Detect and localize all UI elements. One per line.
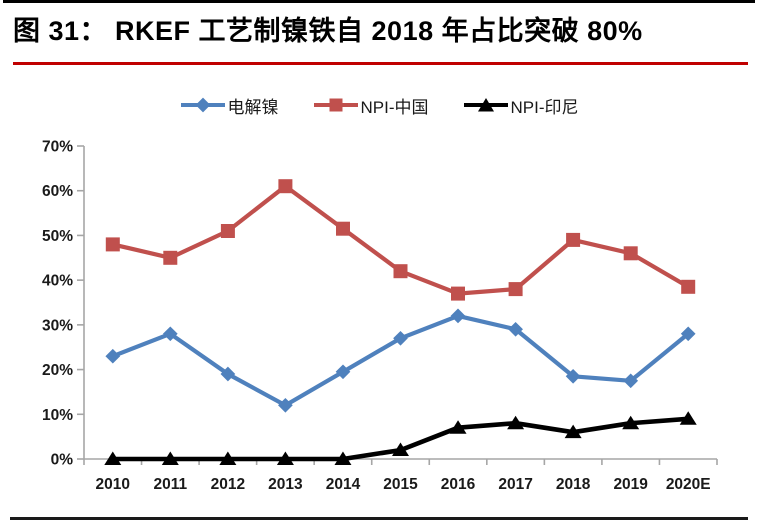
data-point — [450, 308, 466, 324]
data-point — [219, 451, 237, 465]
title-underline-rule — [13, 62, 748, 65]
data-point — [393, 330, 408, 346]
legend-item-dianjienie: 电解镍 — [180, 93, 279, 118]
x-axis-label: 2011 — [153, 476, 187, 493]
y-axis-label: 60% — [42, 183, 73, 200]
data-point — [679, 411, 697, 425]
y-axis-label: 0% — [51, 452, 74, 469]
chart-legend: 电解镍 NPI-中国 NPI-印尼 — [0, 92, 758, 118]
data-point — [508, 282, 523, 297]
legend-item-npi-indonesia: NPI-印尼 — [463, 93, 579, 118]
data-point — [451, 286, 465, 301]
data-point — [161, 451, 179, 465]
legend-item-npi-china: NPI-中国 — [313, 93, 429, 118]
data-point — [623, 246, 638, 261]
bottom-rule — [10, 517, 748, 520]
data-point — [681, 279, 696, 294]
legend-label: NPI-印尼 — [510, 97, 579, 117]
line-chart: 0% 10% 20% 30% 40% 50% 60% 70% 2010 2011 2012 2013 2… — [42, 139, 718, 493]
data-point — [220, 224, 235, 238]
data-point — [105, 237, 120, 252]
data-point — [220, 366, 236, 382]
series-line-0 — [110, 313, 691, 408]
x-axis-label: 2018 — [556, 476, 591, 493]
legend-marker-square-icon — [313, 98, 358, 112]
data-point — [564, 424, 582, 439]
data-point — [335, 364, 351, 380]
data-point — [623, 373, 639, 389]
data-point — [104, 451, 122, 465]
data-point — [565, 368, 581, 384]
data-point — [566, 232, 581, 247]
x-axis-label: 2012 — [211, 476, 245, 493]
data-point — [334, 451, 352, 465]
data-point — [680, 326, 696, 342]
y-axis-label: 30% — [42, 317, 73, 334]
data-point — [392, 442, 409, 457]
data-point — [163, 250, 178, 265]
x-axis-label: 2010 — [96, 476, 130, 493]
x-axis-label: 2020E — [666, 476, 711, 493]
legend-label: 电解镍 — [227, 97, 279, 117]
data-point — [449, 420, 467, 434]
y-axis-label: 20% — [42, 362, 73, 379]
data-point — [507, 415, 525, 430]
data-point — [278, 397, 293, 413]
y-axis-label: 40% — [42, 273, 73, 290]
figure-title: 图 31： RKEF 工艺制镍铁自 2018 年占比突破 80% — [13, 16, 643, 46]
y-axis-label: 10% — [42, 407, 73, 424]
top-rule — [3, 0, 755, 3]
y-axis-label: 70% — [42, 139, 73, 156]
x-axis-label: 2016 — [441, 476, 476, 493]
data-point — [508, 321, 523, 337]
data-point — [622, 415, 640, 430]
data-point — [276, 451, 294, 465]
data-point — [393, 264, 408, 279]
legend-label: NPI-中国 — [360, 97, 429, 117]
data-point — [278, 179, 293, 194]
y-axis-label: 50% — [42, 228, 73, 245]
data-point — [336, 221, 350, 236]
data-point — [105, 348, 121, 364]
x-axis-label: 2015 — [383, 476, 418, 493]
legend-marker-diamond-icon — [180, 97, 225, 113]
x-axis-label: 2014 — [326, 476, 361, 493]
legend-marker-triangle-icon — [463, 98, 508, 112]
x-axis-label: 2017 — [498, 476, 532, 493]
x-axis-label: 2013 — [268, 476, 303, 493]
x-axis-label: 2019 — [613, 476, 648, 493]
